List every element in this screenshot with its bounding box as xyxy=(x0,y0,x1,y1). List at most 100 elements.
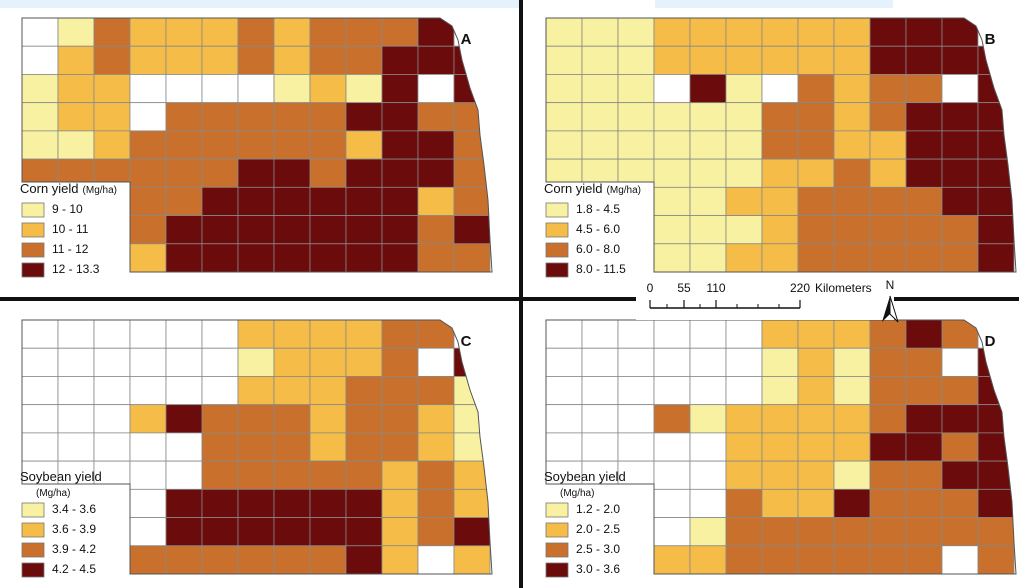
county xyxy=(165,186,203,216)
county xyxy=(345,347,383,377)
county xyxy=(546,18,583,47)
county xyxy=(617,432,655,462)
county xyxy=(941,347,979,377)
county xyxy=(905,404,943,434)
county xyxy=(57,102,95,132)
county xyxy=(381,215,419,245)
county xyxy=(833,18,871,47)
county xyxy=(237,45,275,75)
county xyxy=(22,130,59,160)
county xyxy=(653,545,691,574)
county xyxy=(309,102,347,132)
county xyxy=(453,432,491,462)
legend-title-text: Soybean yield xyxy=(544,469,626,484)
legend-label: 4.5 - 6.0 xyxy=(576,222,620,236)
county xyxy=(869,347,907,377)
county xyxy=(941,545,979,574)
county xyxy=(381,186,419,216)
county xyxy=(237,74,275,104)
legend-label: 9 - 10 xyxy=(52,202,83,216)
county xyxy=(345,74,383,104)
county xyxy=(941,215,979,245)
county xyxy=(941,460,979,490)
county xyxy=(309,376,347,406)
county xyxy=(22,18,59,47)
county xyxy=(417,460,455,490)
county xyxy=(237,130,275,160)
legend-swatch xyxy=(545,242,569,258)
county xyxy=(689,102,727,132)
county xyxy=(381,320,419,349)
legend-swatch xyxy=(21,242,45,258)
county xyxy=(309,460,347,490)
county xyxy=(761,376,799,406)
county xyxy=(129,74,167,104)
county xyxy=(797,215,835,245)
county xyxy=(57,432,95,462)
county xyxy=(309,74,347,104)
county xyxy=(833,320,871,349)
north-arrow: N xyxy=(882,278,899,323)
county xyxy=(93,45,131,75)
county xyxy=(381,545,419,574)
county xyxy=(345,320,383,349)
county xyxy=(201,102,239,132)
county xyxy=(941,45,979,75)
county xyxy=(93,376,131,406)
county xyxy=(22,74,59,104)
county xyxy=(653,460,691,490)
county xyxy=(653,517,691,547)
county xyxy=(381,130,419,160)
county xyxy=(761,130,799,160)
county xyxy=(833,517,871,547)
county xyxy=(237,545,275,574)
county xyxy=(581,130,619,160)
county xyxy=(417,488,455,518)
county xyxy=(165,102,203,132)
county xyxy=(689,488,727,518)
county xyxy=(417,432,455,462)
county xyxy=(309,320,347,349)
county xyxy=(22,432,59,462)
county xyxy=(905,320,943,349)
top-band xyxy=(655,0,893,8)
county xyxy=(653,243,691,272)
county xyxy=(546,130,583,160)
county xyxy=(453,45,491,75)
panel-letter: B xyxy=(985,31,996,48)
county xyxy=(833,404,871,434)
county xyxy=(309,186,347,216)
county xyxy=(417,45,455,75)
county xyxy=(345,45,383,75)
county xyxy=(797,432,835,462)
county xyxy=(129,102,167,132)
county xyxy=(309,243,347,272)
county xyxy=(237,460,275,490)
county xyxy=(201,488,239,518)
county xyxy=(129,320,167,349)
county xyxy=(905,45,943,75)
county xyxy=(129,18,167,47)
state-outline xyxy=(545,319,1017,575)
county xyxy=(797,243,835,272)
county xyxy=(546,376,583,406)
county xyxy=(833,74,871,104)
legend-swatch xyxy=(21,502,45,518)
county xyxy=(129,45,167,75)
county xyxy=(617,404,655,434)
county xyxy=(309,215,347,245)
county xyxy=(93,404,131,434)
legend-title-text: Corn yield xyxy=(20,181,79,196)
county xyxy=(453,404,491,434)
county xyxy=(381,347,419,377)
map-panel: D Soybean yield (Mg/ha) 1.2 - 2.0 2.0 - 2.5 2… xyxy=(544,319,1017,578)
county xyxy=(165,432,203,462)
county xyxy=(689,432,727,462)
county xyxy=(689,74,727,104)
county xyxy=(453,545,491,574)
county xyxy=(725,186,763,216)
county xyxy=(381,376,419,406)
county xyxy=(833,102,871,132)
county xyxy=(905,243,943,272)
state-outline xyxy=(21,17,493,273)
